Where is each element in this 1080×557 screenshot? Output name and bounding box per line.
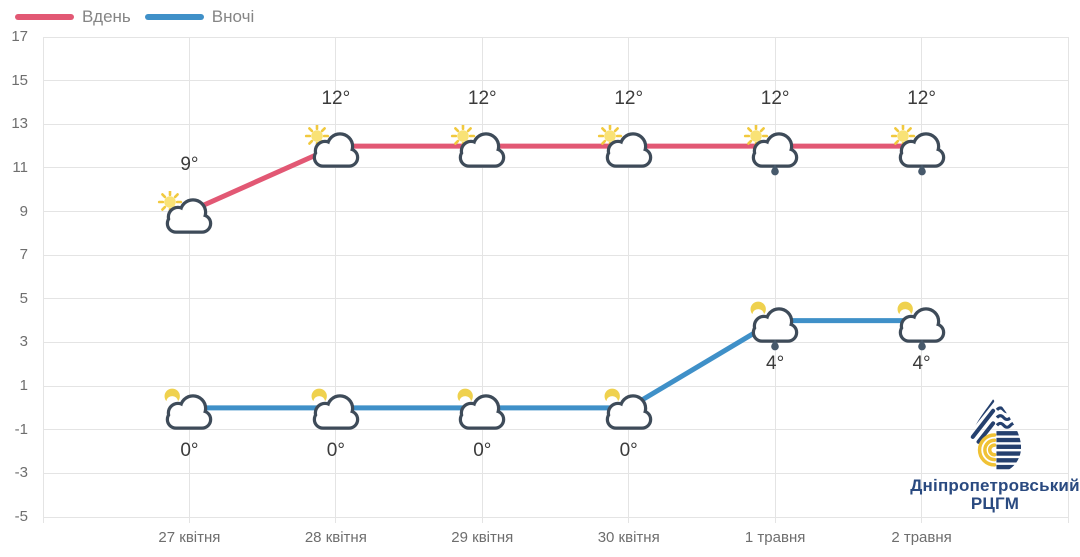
- gridline-vertical: [42, 37, 44, 523]
- gridline-horizontal: [43, 341, 1068, 343]
- gridline-horizontal: [43, 80, 1068, 82]
- y-axis-tick-label: 15: [11, 71, 28, 89]
- y-axis-tick-label: 5: [19, 289, 28, 307]
- gridline-horizontal: [43, 254, 1068, 256]
- chart-legend: Вдень Вночі: [15, 7, 268, 27]
- y-axis-tick-label: 11: [12, 158, 28, 176]
- y-axis-tick-label: 9: [19, 202, 28, 220]
- legend-swatch-night: [144, 14, 204, 20]
- temp-label: 12°: [760, 88, 790, 110]
- temp-label: 12°: [907, 88, 936, 110]
- x-axis-date-label: 29 квітня: [451, 529, 514, 546]
- y-axis-tick-label: 1: [19, 377, 28, 395]
- x-axis-date-label: 28 квітня: [304, 529, 367, 546]
- gridline-vertical: [921, 37, 923, 523]
- temp-label: 12°: [614, 88, 644, 110]
- gridline-vertical: [628, 37, 630, 523]
- temp-label: 4°: [912, 352, 931, 374]
- y-axis-tick-label: 3: [19, 333, 28, 351]
- gridline-vertical: [481, 37, 483, 523]
- y-axis-tick-label: 7: [19, 246, 28, 264]
- legend-swatch-day: [15, 14, 74, 20]
- gridline-horizontal: [43, 429, 1068, 431]
- gridline-vertical: [774, 37, 776, 523]
- temp-label: 12°: [467, 88, 497, 110]
- temp-label: 4°: [766, 352, 785, 374]
- y-axis-tick-label: -5: [14, 508, 28, 525]
- water-drop-logo-icon: [967, 395, 1023, 473]
- org-name-line1: Дніпропетровський: [910, 476, 1080, 495]
- series-line: [186, 143, 925, 214]
- temp-label: 9°: [180, 153, 199, 175]
- temp-label: 0°: [473, 439, 492, 461]
- gridline-horizontal: [43, 385, 1068, 387]
- gridline-vertical: [188, 37, 190, 523]
- temp-label: 0°: [180, 439, 199, 461]
- gridline-horizontal: [43, 36, 1068, 38]
- gridline-horizontal: [43, 472, 1068, 474]
- temp-label: 12°: [321, 88, 351, 110]
- gridline-vertical: [335, 37, 337, 523]
- gridline-horizontal: [43, 211, 1068, 213]
- gridline-horizontal: [43, 123, 1068, 125]
- temp-label: 0°: [326, 439, 345, 461]
- branding-block: Дніпропетровський РЦГМ: [903, 395, 1080, 513]
- gridline-horizontal: [43, 516, 1068, 518]
- y-axis-tick-label: 17: [11, 28, 28, 45]
- legend-label-night: Вночі: [211, 7, 255, 26]
- series-line: [186, 318, 925, 411]
- legend-label-day: Вдень: [82, 7, 131, 26]
- temp-label: 0°: [619, 439, 638, 461]
- x-axis-date-label: 30 квітня: [597, 529, 660, 546]
- x-axis-date-label: 2 травня: [891, 529, 952, 546]
- org-name-line2: РЦГМ: [970, 494, 1020, 513]
- gridline-vertical: [1067, 37, 1069, 523]
- x-axis-date-label: 1 травня: [744, 529, 806, 546]
- y-axis-tick-label: -1: [14, 420, 28, 438]
- y-axis-tick-label: 13: [11, 115, 28, 133]
- x-axis-date-label: 27 квітня: [158, 529, 221, 546]
- gridline-horizontal: [43, 298, 1068, 300]
- y-axis-tick-label: -3: [14, 464, 28, 482]
